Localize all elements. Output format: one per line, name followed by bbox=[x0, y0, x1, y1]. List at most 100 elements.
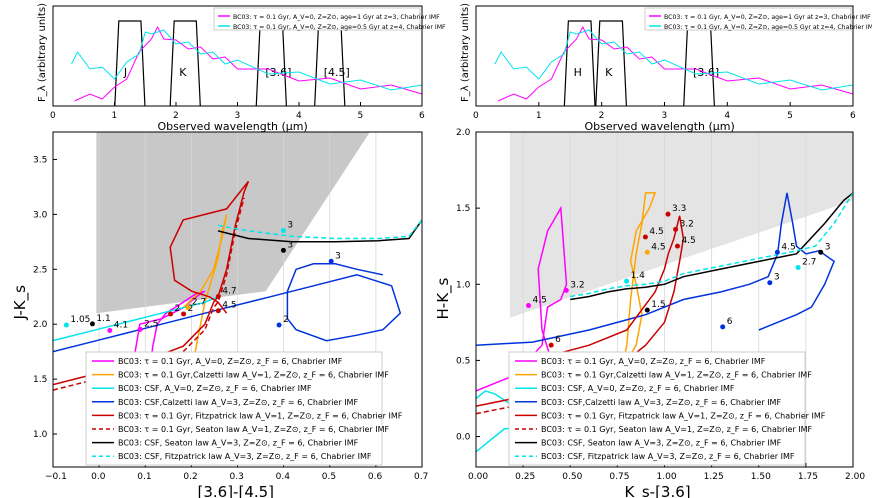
legend-entry: BC03: τ = 0.1 Gyr, Seaton law A_V=1, Z=Z… bbox=[118, 425, 389, 434]
filter-label: [4.5] bbox=[324, 66, 350, 79]
x-tick-label: 3 bbox=[662, 111, 668, 121]
sed-line bbox=[71, 29, 423, 91]
legend-entry: BC03: τ = 0.1 Gyr, Fitzpatrick law A_V=1… bbox=[541, 411, 826, 420]
age-marker bbox=[644, 249, 650, 255]
series-line bbox=[476, 205, 568, 392]
y-axis-label: F_λ (arbitrary units) bbox=[37, 3, 48, 102]
x-tick-label: 4 bbox=[724, 111, 730, 121]
age-label: 4.5 bbox=[781, 242, 795, 252]
age-marker bbox=[328, 258, 334, 264]
legend-entry: BC03: CSF, A_V=0, Z=Z⊙, z_F = 6, Chabrie… bbox=[541, 384, 735, 393]
age-marker bbox=[720, 324, 726, 330]
age-marker bbox=[767, 280, 773, 286]
sed-line bbox=[494, 29, 854, 91]
age-marker bbox=[624, 278, 630, 284]
age-label: 6 bbox=[555, 335, 561, 345]
age-marker bbox=[644, 307, 650, 313]
x-tick-label: −0.1 bbox=[45, 472, 67, 482]
legend-entry: BC03: τ = 0.1 Gyr, A_V=0, Z=Z⊙, age=0.5 … bbox=[233, 24, 446, 31]
legend-entry: BC03: CSF, Seaton law A_V=3, Z=Z⊙, z_F =… bbox=[118, 439, 359, 448]
x-tick-label: 0.7 bbox=[414, 472, 428, 482]
legend-entry: BC03: τ = 0.1 Gyr, A_V=0, Z=Z⊙, z_F = 6,… bbox=[118, 357, 343, 366]
age-marker bbox=[107, 328, 113, 334]
age-label: 3.2 bbox=[570, 280, 584, 290]
legend-entry: BC03: τ = 0.1 Gyr, A_V=0, Z=Z⊙, age=0.5 … bbox=[664, 24, 872, 31]
series-line bbox=[53, 296, 219, 342]
x-tick-label: 0.25 bbox=[515, 472, 535, 482]
y-tick-label: 2.5 bbox=[33, 265, 47, 275]
x-tick-label: 0.00 bbox=[468, 472, 488, 482]
legend-entry: BC03: CSF, Seaton law A_V=3, Z=Z⊙, z_F =… bbox=[541, 439, 782, 448]
age-label: 3 bbox=[774, 273, 780, 283]
legend-entry: BC03: τ = 0.1 Gyr, A_V=0, Z=Z⊙, z_F = 6,… bbox=[541, 357, 766, 366]
series-line bbox=[53, 180, 250, 386]
filter-curve bbox=[114, 20, 146, 107]
age-marker bbox=[818, 249, 824, 255]
age-label: 1.5 bbox=[651, 300, 665, 310]
age-marker bbox=[774, 249, 780, 255]
age-marker bbox=[673, 226, 679, 232]
age-label: 4.5 bbox=[222, 301, 236, 311]
age-label: 4.1 bbox=[114, 321, 128, 331]
age-label: 3 bbox=[335, 251, 341, 261]
y-tick-label: 0.0 bbox=[456, 433, 471, 443]
age-marker bbox=[280, 228, 286, 234]
filter-curve bbox=[314, 20, 346, 107]
sed-line bbox=[74, 25, 423, 102]
x-tick-label: 0 bbox=[473, 111, 479, 121]
age-marker bbox=[526, 303, 532, 309]
y-tick-label: 1.5 bbox=[456, 204, 470, 214]
x-tick-label: 6 bbox=[419, 111, 425, 121]
y-tick-label: 1.0 bbox=[456, 280, 471, 290]
age-marker bbox=[215, 293, 221, 299]
filter-curve bbox=[169, 20, 201, 107]
legend-entry: BC03: CSF, A_V=0, Z=Z⊙, z_F = 6, Chabrie… bbox=[118, 384, 312, 393]
selection-region bbox=[96, 132, 370, 314]
y-tick-label: 3.5 bbox=[33, 155, 47, 165]
legend-entry: BC03: CSF, Fitzpatrick law A_V=3, Z=Z⊙, … bbox=[541, 452, 795, 461]
legend-box bbox=[85, 351, 383, 466]
series-line bbox=[570, 192, 853, 301]
age-label: 3.3 bbox=[672, 204, 686, 214]
series-line bbox=[570, 192, 853, 298]
x-tick-label: 2 bbox=[599, 111, 605, 121]
age-marker bbox=[280, 247, 286, 253]
age-label: 4.5 bbox=[533, 296, 547, 306]
legend-entry: BC03: CSF,Calzetti law A_V=3, Z=Z⊙, z_F … bbox=[118, 398, 358, 407]
x-tick-label: 0.1 bbox=[137, 472, 151, 482]
age-marker bbox=[89, 321, 95, 327]
y-axis-label: J-K_s bbox=[11, 285, 30, 321]
legend-entry: BC03: τ = 0.1 Gyr, A_V=0, Z=Z⊙, age=1 Gy… bbox=[233, 14, 440, 21]
age-marker bbox=[215, 308, 221, 314]
y-tick-label: 2.0 bbox=[33, 320, 48, 330]
filter-curve bbox=[595, 20, 628, 107]
x-tick-label: 0.4 bbox=[276, 472, 291, 482]
age-label: 2.7 bbox=[192, 297, 206, 307]
y-axis-label: F_λ (arbitrary units) bbox=[460, 3, 471, 102]
x-tick-label: 0.2 bbox=[183, 472, 197, 482]
sed-legend: BC03: τ = 0.1 Gyr, A_V=0, Z=Z⊙, age=1 Gy… bbox=[213, 7, 446, 31]
age-marker bbox=[674, 243, 680, 249]
legend-entry: BC03: τ = 0.1 Gyr,Calzetti law A_V=1, Z=… bbox=[118, 371, 389, 380]
legend-box bbox=[508, 351, 806, 466]
filter-label: J bbox=[123, 66, 127, 79]
filter-curve bbox=[255, 20, 287, 107]
age-marker bbox=[548, 342, 554, 348]
age-marker bbox=[563, 287, 569, 293]
legend-entry: BC03: τ = 0.1 Gyr, Seaton law A_V=1, Z=Z… bbox=[541, 425, 812, 434]
filter-curve bbox=[683, 20, 715, 107]
legend-entry: BC03: τ = 0.1 Gyr, Fitzpatrick law A_V=1… bbox=[118, 411, 403, 420]
y-tick-label: 2.0 bbox=[456, 128, 471, 138]
x-tick-label: 0.0 bbox=[91, 472, 106, 482]
age-label: 3 bbox=[825, 242, 831, 252]
x-tick-label: 1.50 bbox=[751, 472, 771, 482]
x-tick-label: 0.3 bbox=[230, 472, 244, 482]
age-label: 6 bbox=[727, 317, 733, 327]
age-marker bbox=[642, 234, 648, 240]
sed-legend: BC03: τ = 0.1 Gyr, A_V=0, Z=Z⊙, age=1 Gy… bbox=[644, 7, 872, 31]
age-label: 2 bbox=[283, 315, 289, 325]
age-label: 1.05 bbox=[70, 315, 90, 325]
